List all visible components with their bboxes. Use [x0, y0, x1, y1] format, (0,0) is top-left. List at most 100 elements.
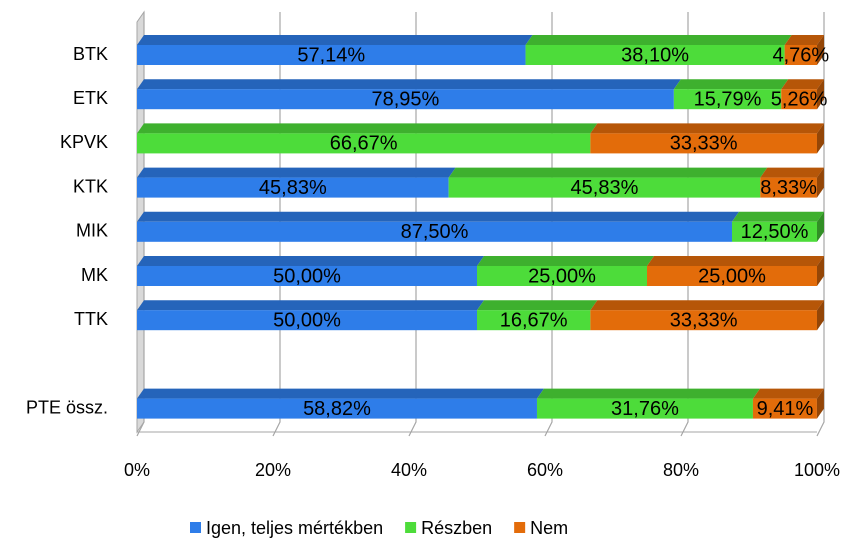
bar-top — [781, 79, 824, 90]
bar-side — [817, 123, 824, 154]
bar-segment — [137, 79, 681, 110]
bar-top — [137, 167, 456, 178]
value-label: 15,79% — [694, 88, 762, 110]
y-tick-label: PTE össz. — [26, 397, 108, 417]
bar-front — [137, 398, 537, 419]
value-label: 12,50% — [741, 221, 809, 243]
bar-top — [137, 123, 598, 134]
y-tick-label: MK — [81, 265, 108, 285]
legend-label: Igen, teljes mértékben — [206, 518, 383, 538]
bar-front — [536, 398, 753, 419]
value-label: 57,14% — [297, 44, 365, 66]
bar-front — [137, 45, 526, 65]
bar-top — [137, 211, 739, 222]
value-label: 45,83% — [259, 177, 327, 199]
bar-front — [673, 89, 782, 110]
bar-top — [732, 211, 824, 222]
value-label: 31,76% — [611, 398, 679, 420]
bar-side — [817, 79, 824, 110]
x-tick-label: 0% — [124, 460, 150, 480]
value-label: 78,95% — [372, 88, 440, 110]
bar-segment — [137, 211, 739, 242]
bar-front — [590, 310, 817, 331]
legend-swatch — [514, 522, 526, 533]
bar-top — [137, 35, 533, 45]
x-tick-label: 20% — [255, 460, 291, 480]
bar-segment — [536, 388, 760, 419]
bar-front — [525, 45, 785, 65]
bar-segment — [781, 79, 824, 110]
bar-segment — [590, 300, 824, 331]
x-tick-label: 40% — [391, 460, 427, 480]
bar-front — [732, 221, 817, 242]
legend-label: Nem — [530, 518, 568, 538]
bar-front — [752, 398, 817, 419]
value-label: 5,26% — [771, 88, 828, 110]
bar-segment — [477, 300, 598, 331]
bar-segment — [137, 256, 484, 286]
value-label: 45,83% — [571, 177, 639, 199]
value-label: 66,67% — [330, 133, 398, 155]
value-label: 16,67% — [500, 309, 568, 331]
bar-segment — [137, 167, 456, 198]
bar-top — [647, 256, 824, 266]
bar-segment — [673, 79, 789, 110]
bar-side — [816, 167, 824, 198]
bar-front — [647, 266, 817, 286]
bar-front — [137, 89, 674, 110]
bar-top — [673, 79, 789, 90]
value-label: 33,33% — [670, 133, 738, 155]
bar-front — [137, 266, 477, 286]
bar-front — [590, 133, 817, 154]
bar-segment — [784, 35, 824, 65]
bar-front — [137, 133, 591, 154]
value-label: 33,33% — [670, 309, 738, 331]
y-tick-label: KTK — [73, 176, 108, 196]
bar-side — [817, 256, 824, 286]
bar-segment — [752, 388, 824, 419]
bar-top — [137, 79, 681, 90]
value-label: 25,00% — [698, 265, 766, 287]
value-label: 9,41% — [757, 398, 814, 420]
grid-line — [816, 12, 825, 437]
bar-top — [477, 256, 654, 266]
value-label: 8,33% — [760, 177, 817, 199]
bar-side — [817, 35, 824, 65]
bar-segment — [760, 167, 824, 198]
value-label: 58,82% — [303, 398, 371, 420]
value-label: 4,76% — [772, 44, 829, 66]
bar-side — [816, 388, 824, 419]
bar-front — [784, 45, 817, 65]
bar-side — [817, 211, 824, 242]
legend-label: Részben — [421, 518, 492, 538]
bar-front — [477, 266, 647, 286]
value-label: 50,00% — [273, 309, 341, 331]
y-tick-label: ETK — [73, 88, 108, 108]
bar-front — [137, 221, 732, 242]
bar-segment — [137, 388, 544, 419]
bar-top — [590, 300, 824, 311]
bar-segment — [448, 167, 768, 198]
y-tick-label: MIK — [76, 221, 108, 241]
bar-top — [477, 300, 598, 311]
bar-segment — [137, 35, 533, 65]
bar-front — [760, 177, 817, 198]
bar-front — [477, 310, 591, 331]
bar-front — [781, 89, 817, 110]
value-label: 25,00% — [528, 265, 596, 287]
bar-segment — [647, 256, 824, 286]
bar-front — [448, 177, 761, 198]
bar-top — [137, 300, 484, 311]
value-label: 50,00% — [273, 265, 341, 287]
value-label: 87,50% — [401, 221, 469, 243]
y-tick-label: TTK — [74, 309, 108, 329]
value-label: 38,10% — [621, 44, 689, 66]
bar-top — [590, 123, 824, 134]
bar-segment — [732, 211, 824, 242]
bar-top — [448, 167, 768, 178]
bar-segment — [137, 123, 598, 154]
bar-side — [817, 300, 824, 331]
bar-top — [536, 388, 760, 399]
bar-segment — [477, 256, 654, 286]
